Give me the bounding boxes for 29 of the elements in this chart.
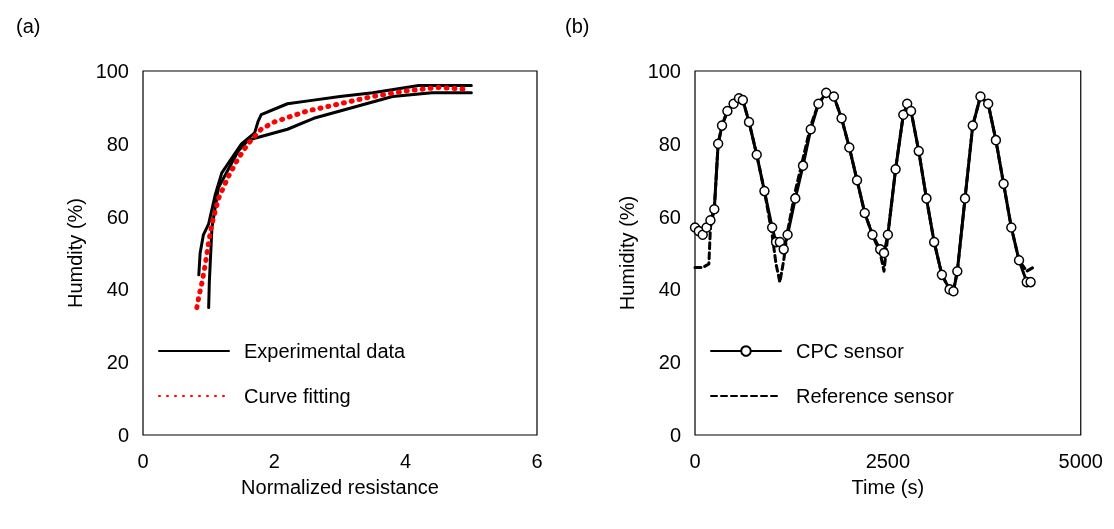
x-tick-label: 0 [137,450,149,472]
y-tick-label: 80 [658,132,681,155]
legend-label: Curve fitting [244,385,351,407]
y-tick-label: 20 [106,351,129,374]
x-tick-label: 2 [268,450,280,472]
y-tick-label: 80 [106,132,129,155]
legend-label: Reference sensor [796,385,955,407]
y-axis-title: Humdity (%) [63,197,86,309]
y-tick-label: 60 [658,205,681,228]
y-tick-label: 0 [669,424,681,446]
y-tick-label: 60 [106,205,129,228]
x-tick-label: 0 [689,450,701,472]
legend-label: CPC sensor [796,340,905,362]
y-tick-label: 100 [95,60,129,82]
y-tick-label: 0 [117,424,129,446]
x-tick-label: 5000 [1058,450,1103,472]
y-tick-label: 100 [647,60,681,82]
y-axis-title: Humidity (%) [615,195,638,311]
x-axis-title: Normalized resistance [241,476,439,498]
x-tick-label: 2500 [865,450,911,472]
text: (a) [16,15,41,37]
y-tick-label: 40 [658,278,681,301]
x-tick-label: 4 [400,450,412,472]
y-tick-label: 20 [658,351,681,374]
text: (b) [565,15,590,37]
x-tick-label: 6 [531,450,543,472]
y-tick-label: 40 [106,278,129,301]
legend-label: Experimental data [244,340,407,362]
x-axis-title: Time (s) [851,476,925,498]
